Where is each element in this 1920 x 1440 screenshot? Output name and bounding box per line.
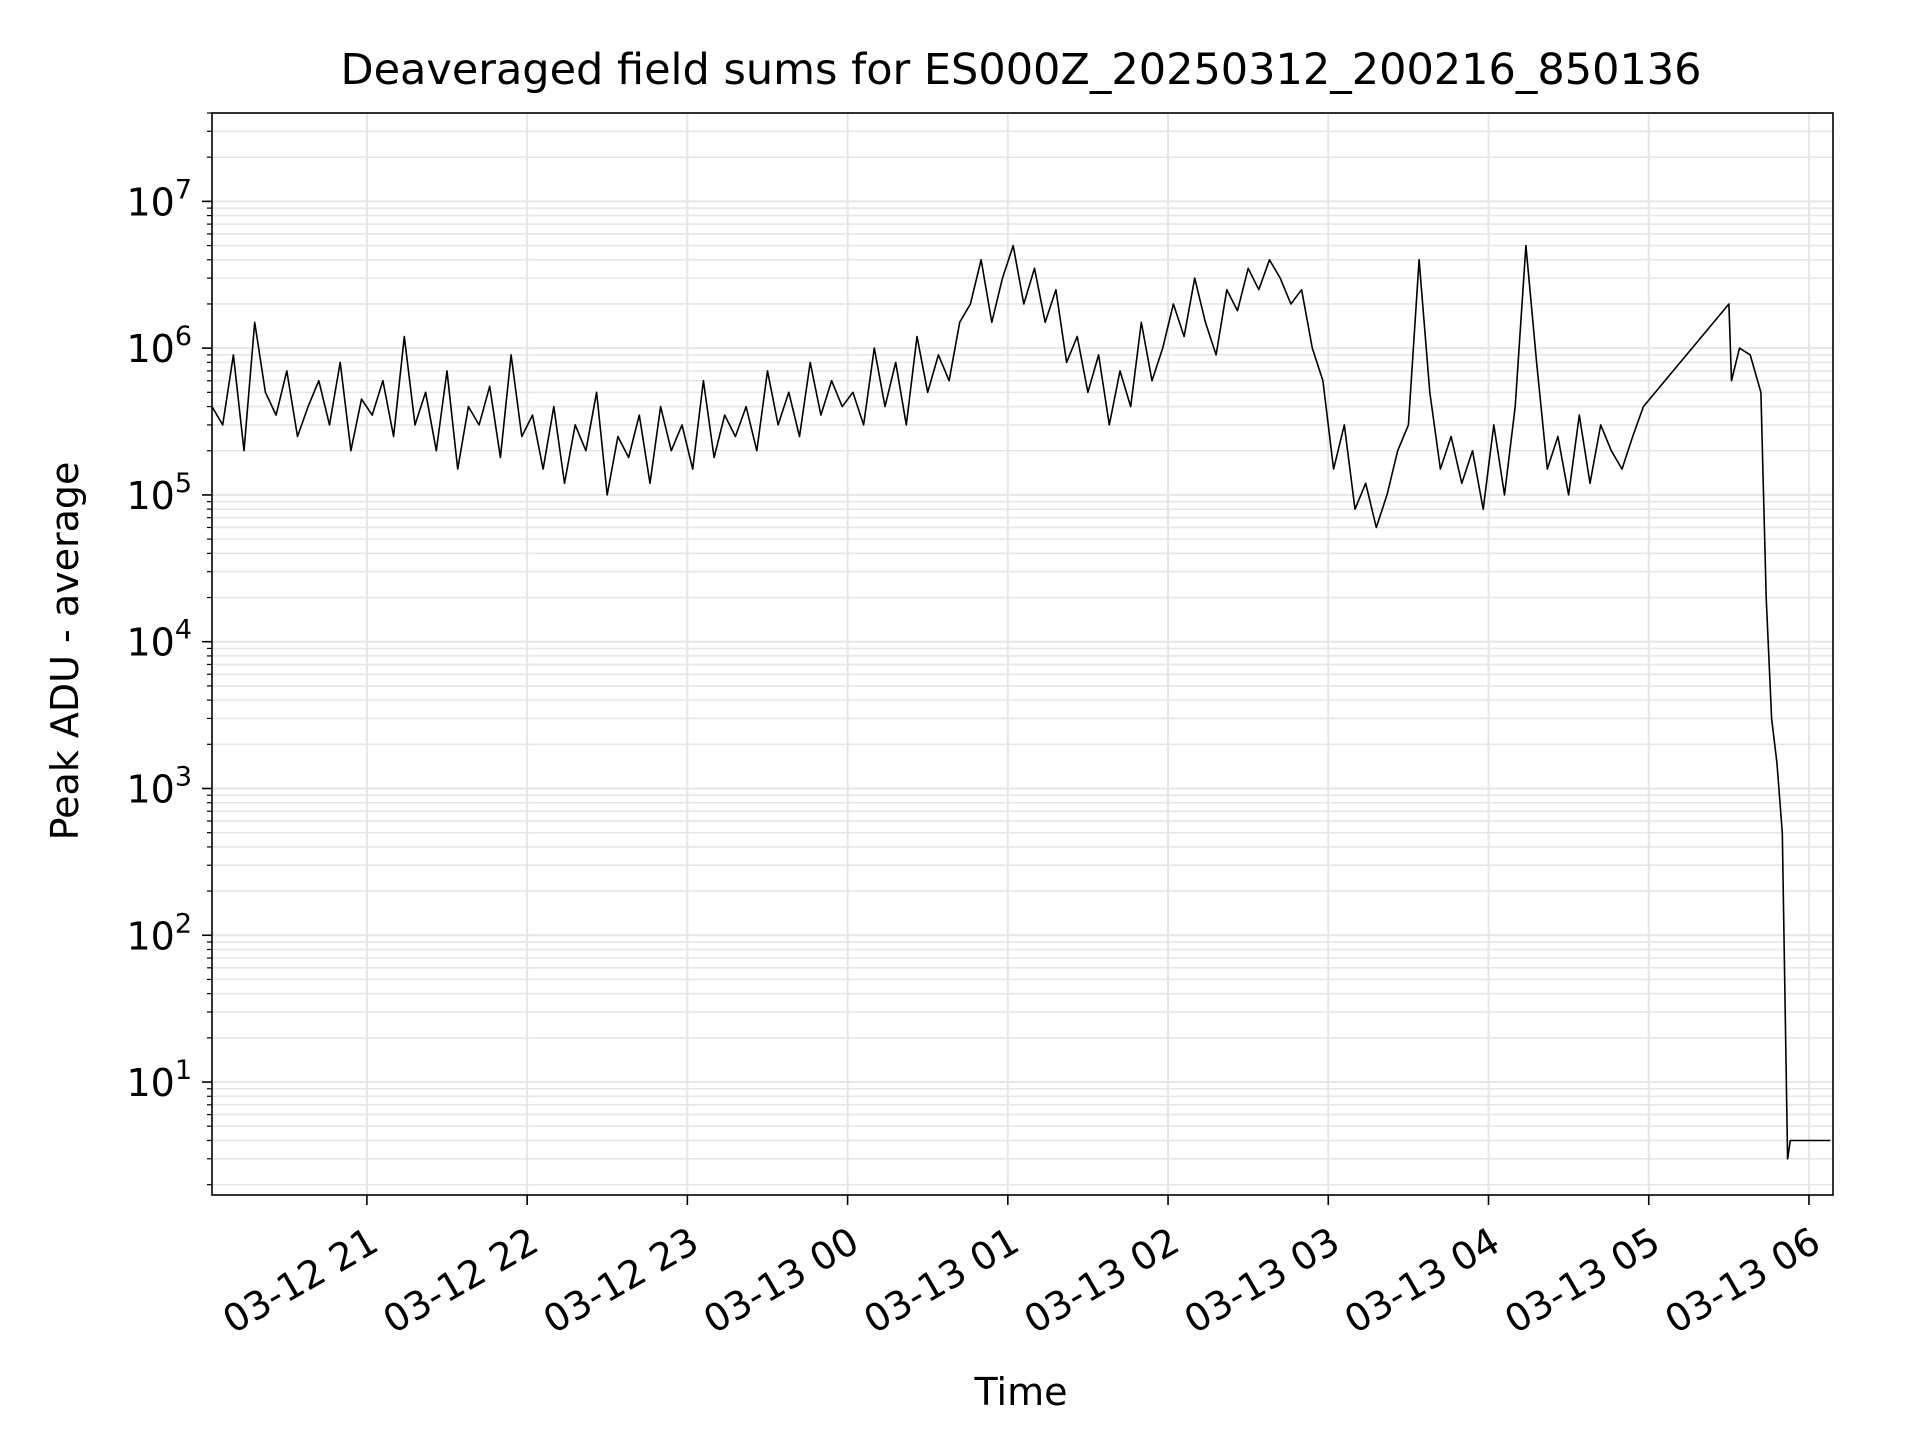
series-layer — [211, 244, 1831, 1160]
series-line — [211, 244, 1831, 1160]
chart-title: Deaveraged field sums for ES000Z_2025031… — [340, 45, 1701, 95]
y-tick-label: 102 — [126, 908, 192, 958]
y-axis-label: Peak ADU - average — [43, 462, 87, 841]
y-tick-label-exponent: 3 — [175, 761, 192, 792]
y-tick-label-base: 10 — [126, 180, 174, 224]
x-axis-label: Time — [974, 1370, 1068, 1414]
plot-frame — [211, 112, 1834, 1196]
y-tick-label-base: 10 — [126, 474, 174, 518]
y-tick-label-base: 10 — [126, 327, 174, 371]
y-tick-label: 101 — [126, 1055, 192, 1105]
y-tick-label-base: 10 — [126, 767, 174, 811]
y-tick-label-exponent: 6 — [175, 321, 192, 352]
y-tick-label: 105 — [126, 468, 192, 518]
y-tick-label-exponent: 5 — [175, 468, 192, 499]
y-tick-label-base: 10 — [126, 914, 174, 958]
y-tick-label-exponent: 1 — [175, 1055, 192, 1086]
y-tick-label-exponent: 2 — [175, 908, 192, 939]
y-tick-label: 107 — [126, 174, 192, 224]
grid-layer — [212, 112, 1833, 1195]
y-tick-label: 103 — [126, 761, 192, 811]
y-tick-label-exponent: 4 — [175, 615, 192, 646]
y-tick-label: 106 — [126, 321, 192, 371]
y-tick-label-exponent: 7 — [175, 174, 192, 205]
y-tick-label-base: 10 — [126, 621, 174, 665]
y-tick-label: 104 — [126, 615, 192, 665]
y-tick-label-base: 10 — [126, 1061, 174, 1105]
